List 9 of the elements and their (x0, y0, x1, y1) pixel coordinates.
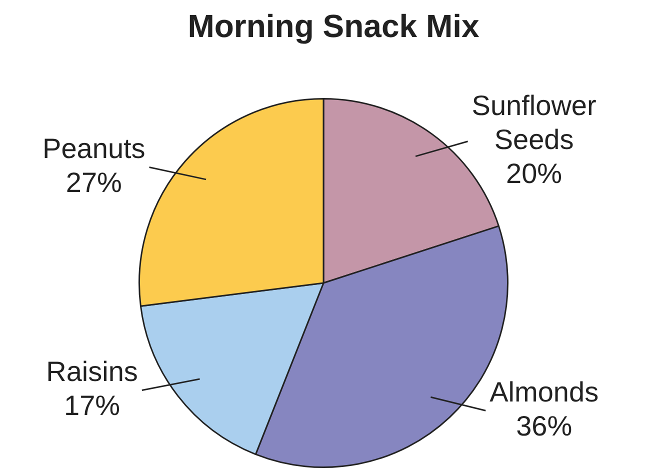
slice-label: Sunflower Seeds (472, 90, 596, 156)
data-label: 36% (516, 410, 572, 442)
slice-label: Almonds (490, 376, 599, 408)
data-label: 17% (64, 390, 120, 421)
slice-label: Raisins (46, 356, 138, 387)
data-label: 20% (506, 158, 562, 190)
chart-title: Morning Snack Mix (186, 8, 480, 45)
data-label: 27% (66, 166, 122, 198)
slice-label: Peanuts (42, 132, 146, 164)
